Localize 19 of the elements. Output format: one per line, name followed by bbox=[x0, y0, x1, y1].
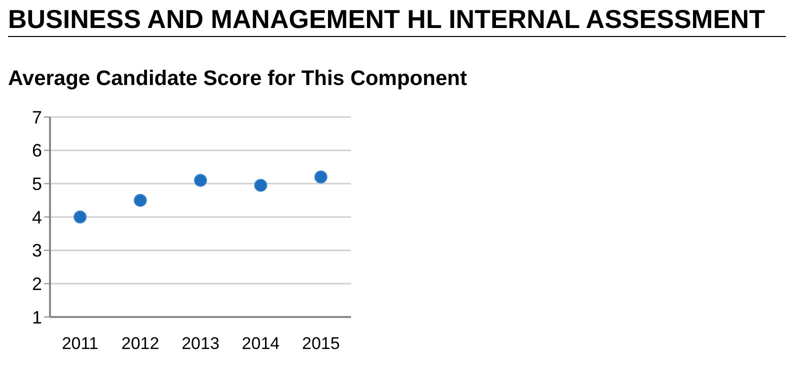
point bbox=[254, 178, 268, 192]
x-tick-label: 2015 bbox=[302, 334, 340, 354]
x-tick-label: 2011 bbox=[62, 334, 98, 354]
point bbox=[314, 170, 328, 184]
x-tick-label: 2014 bbox=[242, 334, 280, 354]
point bbox=[194, 174, 207, 187]
x-tick-label: 2012 bbox=[121, 334, 160, 354]
chart-title: BUSINESS AND MANAGEMENT HL INTERNAL ASSESSMENT bbox=[8, 4, 786, 37]
y-tick-label: 6 bbox=[32, 140, 42, 161]
y-tick-label: 1 bbox=[32, 307, 42, 328]
y-tick-label: 2 bbox=[32, 274, 42, 294]
point bbox=[74, 210, 87, 224]
y-tick-label: 4 bbox=[32, 207, 42, 228]
y-tick-label: 5 bbox=[32, 174, 42, 194]
y-tick-label: 7 bbox=[32, 107, 42, 128]
chart-subtitle: Average Candidate Score for This Component bbox=[8, 67, 468, 91]
point bbox=[134, 194, 147, 207]
x-tick-label: 2013 bbox=[182, 334, 220, 354]
y-tick-label: 3 bbox=[32, 240, 42, 261]
